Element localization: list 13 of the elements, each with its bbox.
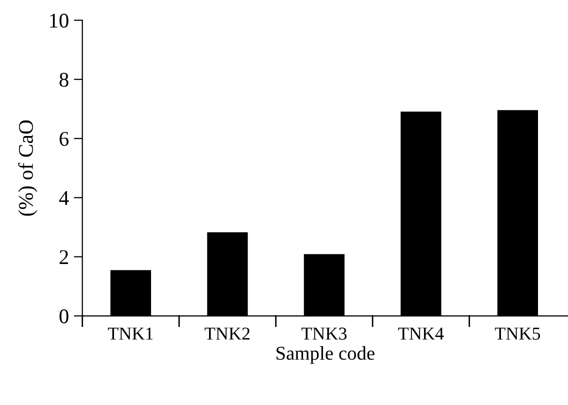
- y-tick-label: 2: [60, 250, 68, 264]
- y-axis-title: (%) of CaO: [18, 120, 38, 216]
- y-tick-label: 8: [60, 72, 68, 87]
- x-axis-title: Sample code: [276, 346, 374, 364]
- y-tick-label: 4: [59, 191, 69, 205]
- x-tick-label: TNK4: [398, 328, 444, 340]
- y-tick-label: 6: [60, 132, 69, 146]
- x-tick-label: TNK3: [301, 328, 347, 340]
- y-tick-label: 10: [50, 14, 68, 28]
- x-tick-label: TNK5: [494, 328, 540, 340]
- x-tick-label: TNK1: [108, 328, 153, 340]
- x-tick-label: TNK2: [204, 328, 250, 340]
- y-tick-label: 0: [60, 309, 68, 324]
